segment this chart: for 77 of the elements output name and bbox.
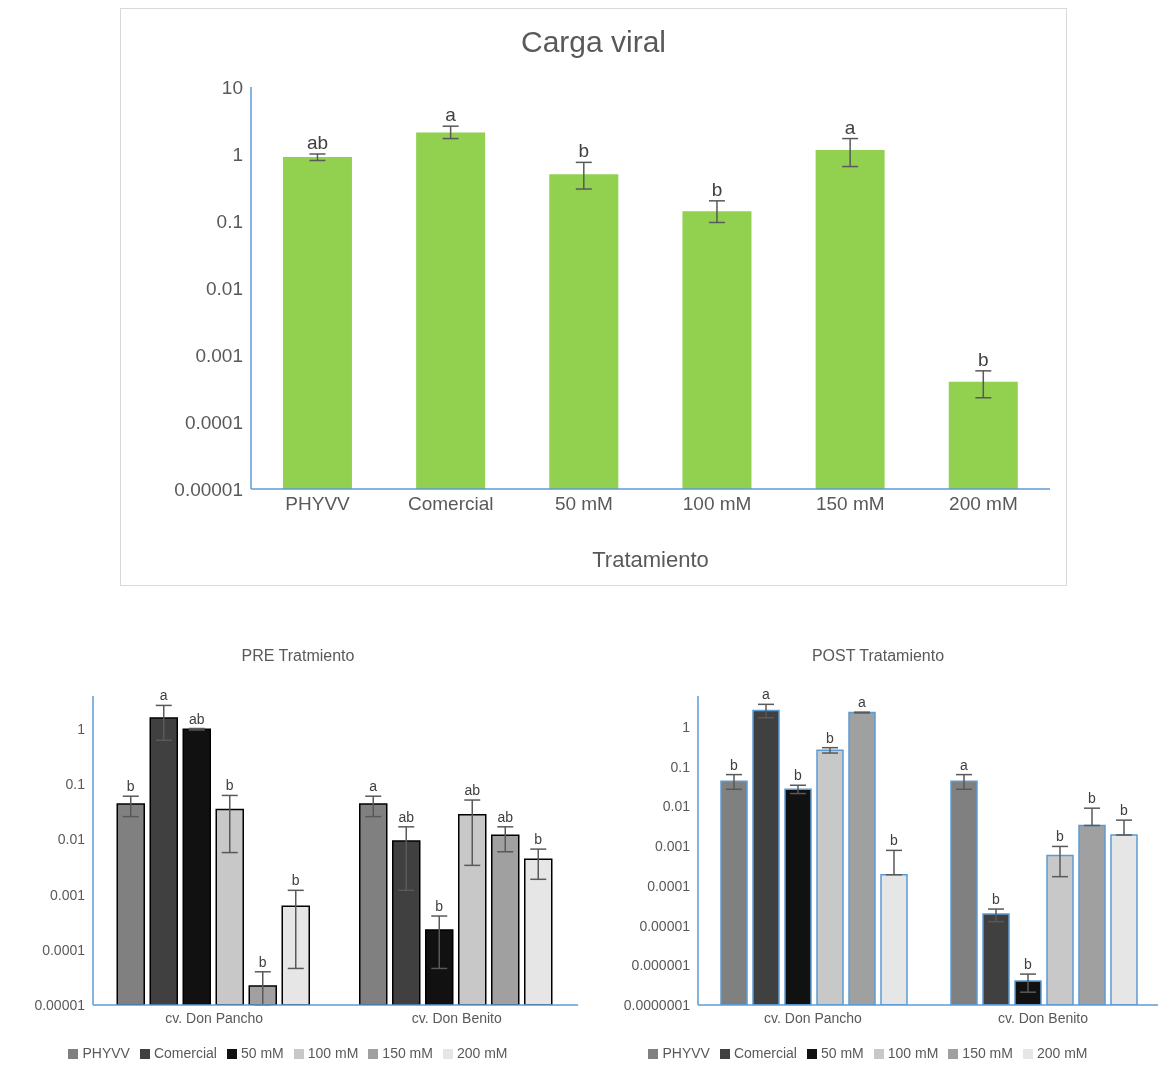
y-tick-label: 0.0000001 (623, 996, 691, 1013)
x-tick-label: cv. Don Benito (997, 1009, 1089, 1026)
data-label: a (369, 778, 378, 795)
data-label: a (858, 694, 867, 711)
x-tick-label: PHYVV (285, 493, 351, 515)
y-tick-label: 0.001 (49, 886, 86, 903)
data-label: b (794, 767, 803, 784)
data-label: ab (464, 782, 481, 799)
x-tick-label: cv. Don Benito (411, 1009, 502, 1026)
x-tick-label: cv. Don Pancho (764, 1009, 863, 1026)
data-label: ab (398, 808, 415, 825)
x-tick-label: 200 mM (949, 493, 1018, 515)
y-tick-label: 0.00001 (174, 478, 243, 500)
y-tick-label: 0.00001 (34, 996, 86, 1013)
legend-label: 100 mM (307, 1045, 359, 1061)
y-tick-label: 1 (77, 721, 86, 738)
data-label: ab (306, 132, 329, 153)
y-tick-label: 1 (682, 718, 691, 735)
y-tick-label: 0.01 (206, 277, 243, 299)
chart-title: Carga viral (519, 24, 668, 60)
y-tick-label: 0.1 (670, 758, 691, 775)
legend-label: 150 mM (382, 1045, 433, 1061)
x-axis-title: Tratamiento (592, 547, 709, 572)
data-label: b (1056, 828, 1065, 845)
data-label: b (978, 348, 989, 370)
y-tick-label: 0.1 (216, 210, 243, 232)
legend-label: 50 mM (820, 1045, 864, 1061)
legend-label: 200 mM (1036, 1045, 1088, 1061)
x-tick-label: 50 mM (554, 493, 613, 515)
legend-label: 150 mM (962, 1045, 1013, 1061)
data-label: b (730, 756, 739, 773)
y-tick-label: 0.000001 (631, 957, 691, 974)
data-label: b (578, 140, 590, 162)
legend-label: PHYVV (662, 1045, 710, 1061)
data-label: b (435, 898, 444, 915)
y-tick-label: 0.0001 (42, 941, 86, 958)
y-tick-label: 1 (232, 143, 243, 165)
data-label: b (992, 891, 1001, 908)
y-tick-label: 0.00001 (639, 917, 691, 934)
y-tick-label: 0.1 (65, 776, 86, 793)
x-tick-label: cv. Don Pancho (165, 1009, 264, 1026)
data-label: b (534, 831, 543, 848)
y-tick-label: 10 (221, 76, 243, 98)
data-label: b (1088, 790, 1097, 807)
data-label: ab (188, 710, 205, 727)
legend-label: 100 mM (887, 1045, 939, 1061)
data-label: b (291, 872, 300, 889)
chart-title: PRE Tratmiento (240, 646, 356, 666)
data-label: a (844, 116, 856, 138)
data-label: b (711, 178, 723, 200)
legend-label: PHYVV (82, 1045, 130, 1061)
data-label: b (826, 729, 835, 746)
data-label: b (225, 777, 234, 794)
data-label: a (960, 756, 969, 773)
data-label: b (126, 778, 135, 795)
legend-label: Comercial (153, 1045, 217, 1061)
data-label: a (762, 686, 771, 703)
x-tick-label: 150 mM (815, 493, 885, 515)
x-tick-label: Comercial (407, 493, 494, 515)
x-tick-label: 100 mM (682, 493, 752, 515)
y-tick-label: 0.0001 (647, 877, 691, 894)
y-tick-label: 0.01 (662, 798, 691, 815)
legend-label: 200 mM (456, 1045, 508, 1061)
data-label: ab (497, 808, 514, 825)
data-label: b (258, 953, 267, 970)
legend-label: Comercial (733, 1045, 797, 1061)
legend-label: 50 mM (240, 1045, 284, 1061)
y-tick-label: 0.001 (195, 344, 243, 366)
data-label: b (1024, 956, 1033, 973)
data-label: a (445, 104, 457, 126)
y-tick-label: 0.001 (654, 838, 691, 855)
data-label: b (890, 832, 899, 849)
y-tick-label: 0.0001 (184, 411, 243, 433)
y-tick-label: 0.01 (57, 831, 86, 848)
data-label: b (1120, 802, 1129, 819)
chart-title: POST Tratamiento (810, 646, 946, 666)
data-label: a (159, 687, 168, 704)
